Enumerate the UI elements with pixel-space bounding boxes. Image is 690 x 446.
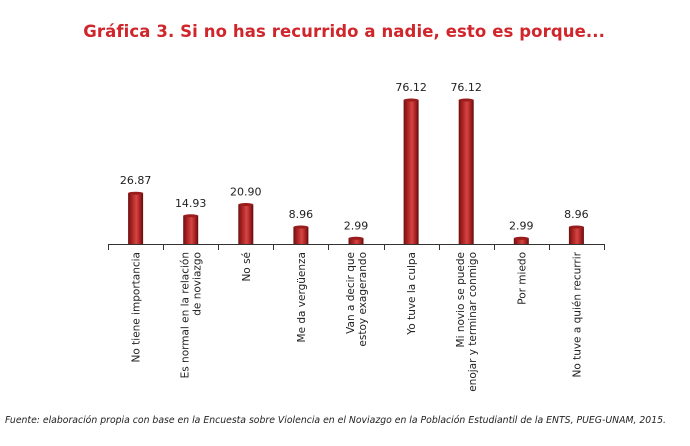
bar-cap bbox=[183, 214, 199, 218]
bar-value-label: 26.87 bbox=[120, 174, 152, 187]
category-label: No tuve a quién recurrir bbox=[571, 251, 583, 377]
bar-cap bbox=[348, 236, 364, 240]
bar-cap bbox=[238, 203, 254, 206]
category-label-line: estoy exagerando bbox=[357, 252, 369, 347]
bar-value-label: 14.93 bbox=[175, 197, 207, 210]
bar-cap bbox=[513, 236, 529, 240]
category-label-line: No tuve a quién recurrir bbox=[571, 251, 583, 377]
bar-value-label: 2.99 bbox=[509, 219, 534, 232]
category-label: Mi novio se puede enojar y terminar conmi… bbox=[455, 252, 479, 392]
bar-value-label: 8.96 bbox=[564, 208, 589, 221]
bar-cap bbox=[458, 98, 474, 102]
category-label-line: enojar y terminar conmigo bbox=[467, 252, 479, 392]
bar-value-label: 20.90 bbox=[230, 186, 262, 199]
bar bbox=[458, 100, 474, 244]
category-label: No sé bbox=[241, 252, 253, 282]
category-label: Me da vergüenza bbox=[296, 252, 308, 342]
bar-value-label: 76.12 bbox=[450, 81, 482, 94]
category-label-line: Es normal en la relación bbox=[180, 252, 192, 378]
bar bbox=[238, 204, 254, 244]
bars bbox=[128, 98, 584, 244]
bar-cap bbox=[568, 225, 584, 229]
bar bbox=[128, 193, 144, 244]
bar-cap bbox=[293, 225, 309, 229]
category-label: Van a decir que estoy exagerando bbox=[345, 252, 369, 347]
chart-title: Gráfica 3. Si no has recurrido a nadie, … bbox=[83, 22, 605, 41]
category-label: Por miedo bbox=[516, 252, 528, 305]
category-label-line: Mi novio se puede bbox=[455, 252, 467, 347]
category-label-line: Por miedo bbox=[516, 252, 528, 305]
category-label-line: No tiene importancia bbox=[131, 252, 143, 362]
bar-cap bbox=[403, 98, 419, 102]
bar bbox=[183, 215, 199, 244]
category-label-line: de noviazgo bbox=[192, 252, 204, 316]
category-labels: No tiene importancia Es normal en la rela… bbox=[131, 251, 584, 391]
bar bbox=[403, 100, 419, 244]
bar bbox=[293, 227, 309, 244]
bar-cap bbox=[128, 191, 144, 195]
category-label-line: Van a decir que bbox=[345, 252, 357, 334]
category-label: Yo tuve la culpa bbox=[406, 252, 418, 336]
category-label: No tiene importancia bbox=[131, 252, 143, 362]
bar bbox=[513, 238, 529, 244]
category-label-line: Me da vergüenza bbox=[296, 252, 308, 342]
x-axis-ticks bbox=[108, 244, 605, 250]
value-labels: 26.87 14.93 20.90 8.96 2.99 76.12 76.12 2.99 8.9… bbox=[120, 81, 589, 232]
bar-value-label: 8.96 bbox=[289, 208, 314, 221]
category-label-line: Yo tuve la culpa bbox=[406, 252, 418, 336]
bar-value-label: 2.99 bbox=[344, 219, 369, 232]
category-label-line: No sé bbox=[241, 252, 253, 282]
bar bbox=[348, 238, 364, 244]
bar bbox=[568, 227, 584, 244]
bar-value-label: 76.12 bbox=[395, 81, 427, 94]
category-label: Es normal en la relación de noviazgo bbox=[180, 252, 204, 378]
source-note: Fuente: elaboración propia con base en l… bbox=[4, 415, 666, 426]
